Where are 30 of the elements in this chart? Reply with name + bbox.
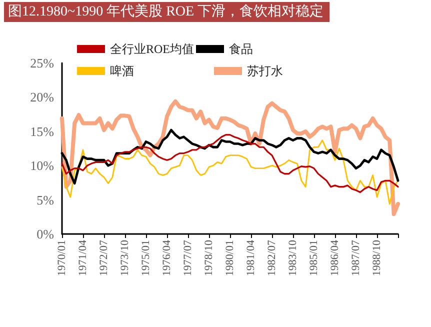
x-tick-label: 1986/04 — [329, 240, 341, 276]
chart-title: 图12.1980~1990 年代美股 ROE 下滑，食饮相对稳定 — [8, 4, 324, 20]
x-tick-label: 1975/01 — [140, 240, 152, 276]
y-tick-label: 15% — [30, 124, 54, 139]
x-tick-label: 1987/07 — [350, 240, 362, 276]
x-tick-label: 1976/04 — [161, 240, 173, 276]
x-tick-label: 1983/10 — [287, 240, 299, 276]
line-series — [61, 134, 399, 194]
x-tick-label: 1988/10 — [371, 240, 383, 276]
legend-label: 啤酒 — [110, 64, 134, 78]
x-tick-label: 1971/04 — [77, 240, 89, 276]
legend-label: 苏打水 — [247, 64, 283, 78]
y-tick-label: 0% — [36, 226, 54, 242]
x-tick-label: 1982/07 — [266, 240, 278, 276]
y-tick-label: 20% — [30, 90, 54, 105]
x-tick-label: 1978/10 — [203, 240, 215, 276]
y-tick-label: 25% — [30, 56, 54, 70]
x-tick-label: 1977/07 — [182, 240, 194, 276]
x-tick-label: 1985/01 — [308, 240, 320, 276]
x-tick-label: 1980/01 — [224, 240, 236, 276]
legend-label: 食品 — [229, 42, 253, 56]
legend-label: 全行业ROE均值 — [110, 42, 194, 56]
y-tick-label: 10% — [30, 158, 54, 174]
y-tick-label: 5% — [36, 192, 54, 208]
x-tick-label: 1981/04 — [245, 240, 257, 276]
line-series — [60, 99, 400, 216]
line-series — [61, 140, 399, 205]
x-tick-label: 1972/07 — [98, 240, 110, 276]
x-tick-label: 1970/01 — [56, 240, 68, 276]
x-tick-label: 1973/10 — [119, 240, 131, 276]
